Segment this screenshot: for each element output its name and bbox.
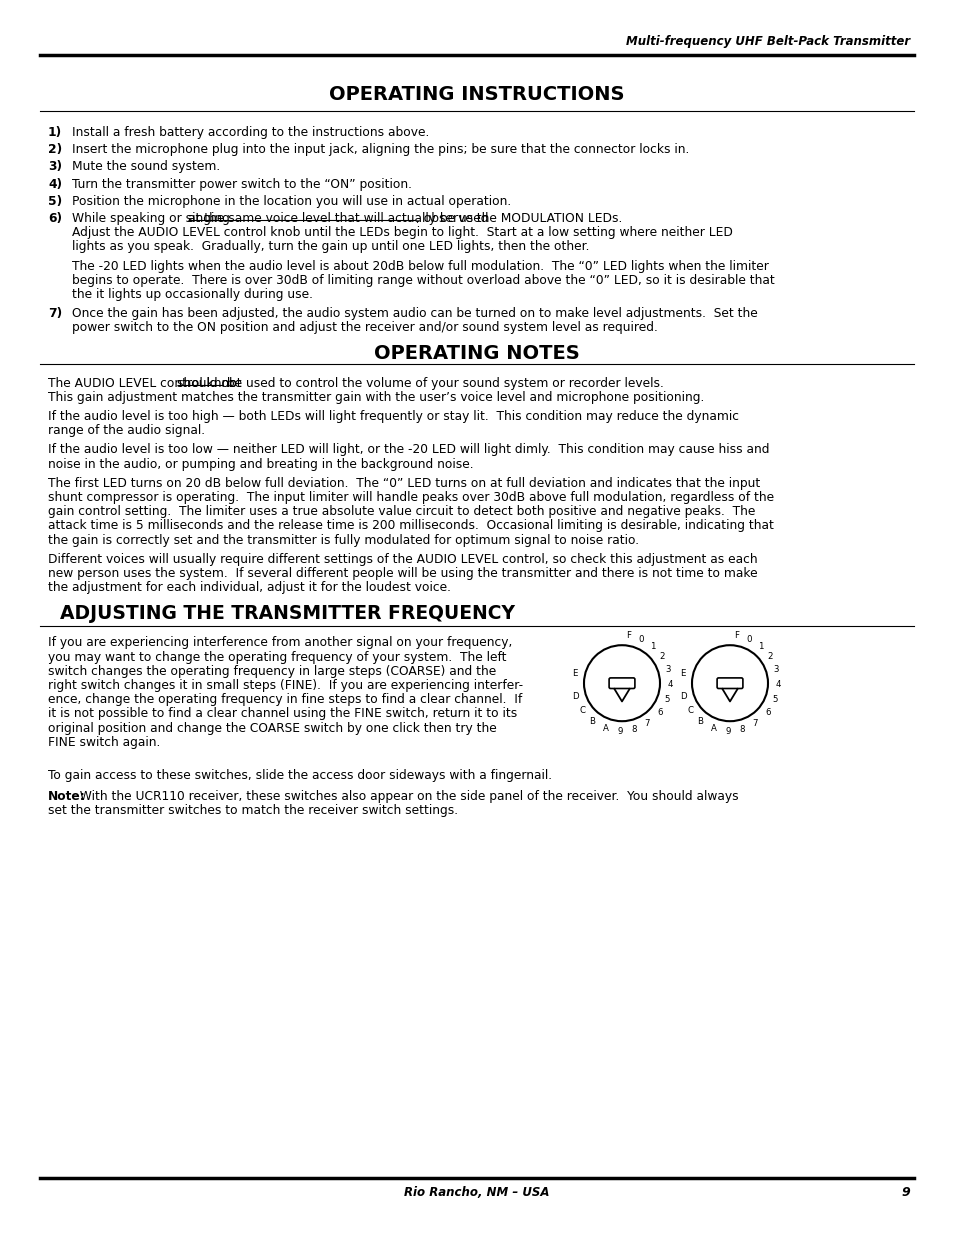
Text: 4): 4) bbox=[48, 178, 62, 190]
Text: A: A bbox=[710, 724, 716, 732]
Text: 1): 1) bbox=[48, 126, 62, 140]
Text: original position and change the COARSE switch by one click then try the: original position and change the COARSE … bbox=[48, 721, 497, 735]
Text: Install a fresh battery according to the instructions above.: Install a fresh battery according to the… bbox=[71, 126, 429, 140]
Text: 2: 2 bbox=[659, 652, 664, 661]
Text: F: F bbox=[625, 631, 631, 640]
Text: D: D bbox=[679, 692, 686, 701]
Text: lights as you speak.  Gradually, turn the gain up until one LED lights, then the: lights as you speak. Gradually, turn the… bbox=[71, 241, 589, 253]
Text: C: C bbox=[686, 705, 693, 715]
Text: shunt compressor is operating.  The input limiter will handle peaks over 30dB ab: shunt compressor is operating. The input… bbox=[48, 492, 773, 504]
Text: While speaking or singing: While speaking or singing bbox=[71, 212, 233, 225]
Text: The AUDIO LEVEL control knob: The AUDIO LEVEL control knob bbox=[48, 377, 240, 389]
Text: F: F bbox=[734, 631, 739, 640]
Text: you may want to change the operating frequency of your system.  The left: you may want to change the operating fre… bbox=[48, 651, 506, 663]
Text: 2: 2 bbox=[766, 652, 772, 661]
Text: Turn the transmitter power switch to the “ON” position.: Turn the transmitter power switch to the… bbox=[71, 178, 412, 190]
Text: With the UCR110 receiver, these switches also appear on the side panel of the re: With the UCR110 receiver, these switches… bbox=[71, 789, 738, 803]
Text: the it lights up occasionally during use.: the it lights up occasionally during use… bbox=[71, 288, 313, 301]
Text: 9: 9 bbox=[617, 726, 622, 736]
Text: 3): 3) bbox=[48, 161, 62, 173]
Text: Insert the microphone plug into the input jack, aligning the pins; be sure that : Insert the microphone plug into the inpu… bbox=[71, 143, 689, 156]
Text: Mute the sound system.: Mute the sound system. bbox=[71, 161, 220, 173]
Text: switch changes the operating frequency in large steps (COARSE) and the: switch changes the operating frequency i… bbox=[48, 664, 496, 678]
Text: This gain adjustment matches the transmitter gain with the user’s voice level an: This gain adjustment matches the transmi… bbox=[48, 390, 703, 404]
Text: new person uses the system.  If several different people will be using the trans: new person uses the system. If several d… bbox=[48, 567, 757, 580]
Text: Multi-frequency UHF Belt-Pack Transmitter: Multi-frequency UHF Belt-Pack Transmitte… bbox=[625, 36, 909, 48]
Text: To gain access to these switches, slide the access door sideways with a fingerna: To gain access to these switches, slide … bbox=[48, 769, 552, 783]
Text: attack time is 5 milliseconds and the release time is 200 milliseconds.  Occasio: attack time is 5 milliseconds and the re… bbox=[48, 520, 773, 532]
Text: The -20 LED lights when the audio level is about 20dB below full modulation.  Th: The -20 LED lights when the audio level … bbox=[71, 259, 768, 273]
Text: 6: 6 bbox=[764, 708, 770, 718]
Text: 4: 4 bbox=[666, 680, 672, 689]
Text: B: B bbox=[589, 716, 595, 725]
Text: D: D bbox=[572, 692, 578, 701]
Text: begins to operate.  There is over 30dB of limiting range without overload above : begins to operate. There is over 30dB of… bbox=[71, 274, 774, 287]
Text: it is not possible to find a clear channel using the FINE switch, return it to i: it is not possible to find a clear chann… bbox=[48, 708, 517, 720]
Text: ence, change the operating frequency in fine steps to find a clear channel.  If: ence, change the operating frequency in … bbox=[48, 693, 521, 706]
Text: Rio Rancho, NM – USA: Rio Rancho, NM – USA bbox=[404, 1186, 549, 1198]
Text: right switch changes it in small steps (FINE).  If you are experiencing interfer: right switch changes it in small steps (… bbox=[48, 679, 522, 692]
Text: 0: 0 bbox=[639, 635, 643, 643]
Text: 5: 5 bbox=[772, 695, 777, 704]
Text: Position the microphone in the location you will use in actual operation.: Position the microphone in the location … bbox=[71, 195, 511, 207]
Text: OPERATING NOTES: OPERATING NOTES bbox=[374, 343, 579, 363]
Text: power switch to the ON position and adjust the receiver and/or sound system leve: power switch to the ON position and adju… bbox=[71, 321, 658, 335]
Text: 1: 1 bbox=[649, 642, 655, 651]
Text: the gain is correctly set and the transmitter is fully modulated for optimum sig: the gain is correctly set and the transm… bbox=[48, 534, 639, 547]
Text: The first LED turns on 20 dB below full deviation.  The “0” LED turns on at full: The first LED turns on 20 dB below full … bbox=[48, 477, 760, 490]
Text: Note:: Note: bbox=[48, 789, 86, 803]
Text: 4: 4 bbox=[775, 680, 780, 689]
Text: set the transmitter switches to match the receiver switch settings.: set the transmitter switches to match th… bbox=[48, 804, 457, 816]
Text: If the audio level is too low — neither LED will light, or the -20 LED will ligh: If the audio level is too low — neither … bbox=[48, 443, 769, 457]
Text: the adjustment for each individual, adjust it for the loudest voice.: the adjustment for each individual, adju… bbox=[48, 582, 451, 594]
Text: E: E bbox=[679, 668, 685, 678]
Text: 3: 3 bbox=[773, 666, 778, 674]
Text: A: A bbox=[602, 724, 608, 732]
Text: 8: 8 bbox=[739, 725, 744, 734]
Text: If the audio level is too high — both LEDs will light frequently or stay lit.  T: If the audio level is too high — both LE… bbox=[48, 410, 739, 424]
Text: 5): 5) bbox=[48, 195, 62, 207]
Text: at the same voice level that will actually be used: at the same voice level that will actual… bbox=[188, 212, 488, 225]
Text: noise in the audio, or pumping and breating in the background noise.: noise in the audio, or pumping and breat… bbox=[48, 458, 473, 471]
Text: 8: 8 bbox=[631, 725, 637, 734]
Text: 9: 9 bbox=[901, 1186, 909, 1198]
Text: If you are experiencing interference from another signal on your frequency,: If you are experiencing interference fro… bbox=[48, 636, 512, 650]
Text: 3: 3 bbox=[664, 666, 670, 674]
Text: 7: 7 bbox=[644, 720, 650, 729]
Text: 6): 6) bbox=[48, 212, 62, 225]
Text: range of the audio signal.: range of the audio signal. bbox=[48, 424, 205, 437]
Text: OPERATING INSTRUCTIONS: OPERATING INSTRUCTIONS bbox=[329, 85, 624, 104]
Text: gain control setting.  The limiter uses a true absolute value circuit to detect : gain control setting. The limiter uses a… bbox=[48, 505, 755, 519]
Text: , observe the MODULATION LEDs.: , observe the MODULATION LEDs. bbox=[416, 212, 622, 225]
Text: Once the gain has been adjusted, the audio system audio can be turned on to make: Once the gain has been adjusted, the aud… bbox=[71, 308, 757, 320]
Text: 6: 6 bbox=[657, 708, 662, 718]
Text: FINE switch again.: FINE switch again. bbox=[48, 736, 160, 748]
Text: Adjust the AUDIO LEVEL control knob until the LEDs begin to light.  Start at a l: Adjust the AUDIO LEVEL control knob unti… bbox=[71, 226, 732, 240]
Text: 5: 5 bbox=[663, 695, 669, 704]
Text: 1: 1 bbox=[758, 642, 762, 651]
Text: 0: 0 bbox=[746, 635, 752, 643]
Text: 7): 7) bbox=[48, 308, 62, 320]
Text: E: E bbox=[572, 668, 578, 678]
Text: B: B bbox=[697, 716, 702, 725]
Text: ADJUSTING THE TRANSMITTER FREQUENCY: ADJUSTING THE TRANSMITTER FREQUENCY bbox=[60, 604, 515, 624]
Text: Different voices will usually require different settings of the AUDIO LEVEL cont: Different voices will usually require di… bbox=[48, 553, 757, 566]
Text: be used to control the volume of your sound system or recorder levels.: be used to control the volume of your so… bbox=[222, 377, 663, 389]
Text: should not: should not bbox=[176, 377, 241, 389]
Text: 7: 7 bbox=[752, 720, 758, 729]
Text: C: C bbox=[578, 705, 584, 715]
Text: 9: 9 bbox=[725, 726, 730, 736]
Text: 2): 2) bbox=[48, 143, 62, 156]
